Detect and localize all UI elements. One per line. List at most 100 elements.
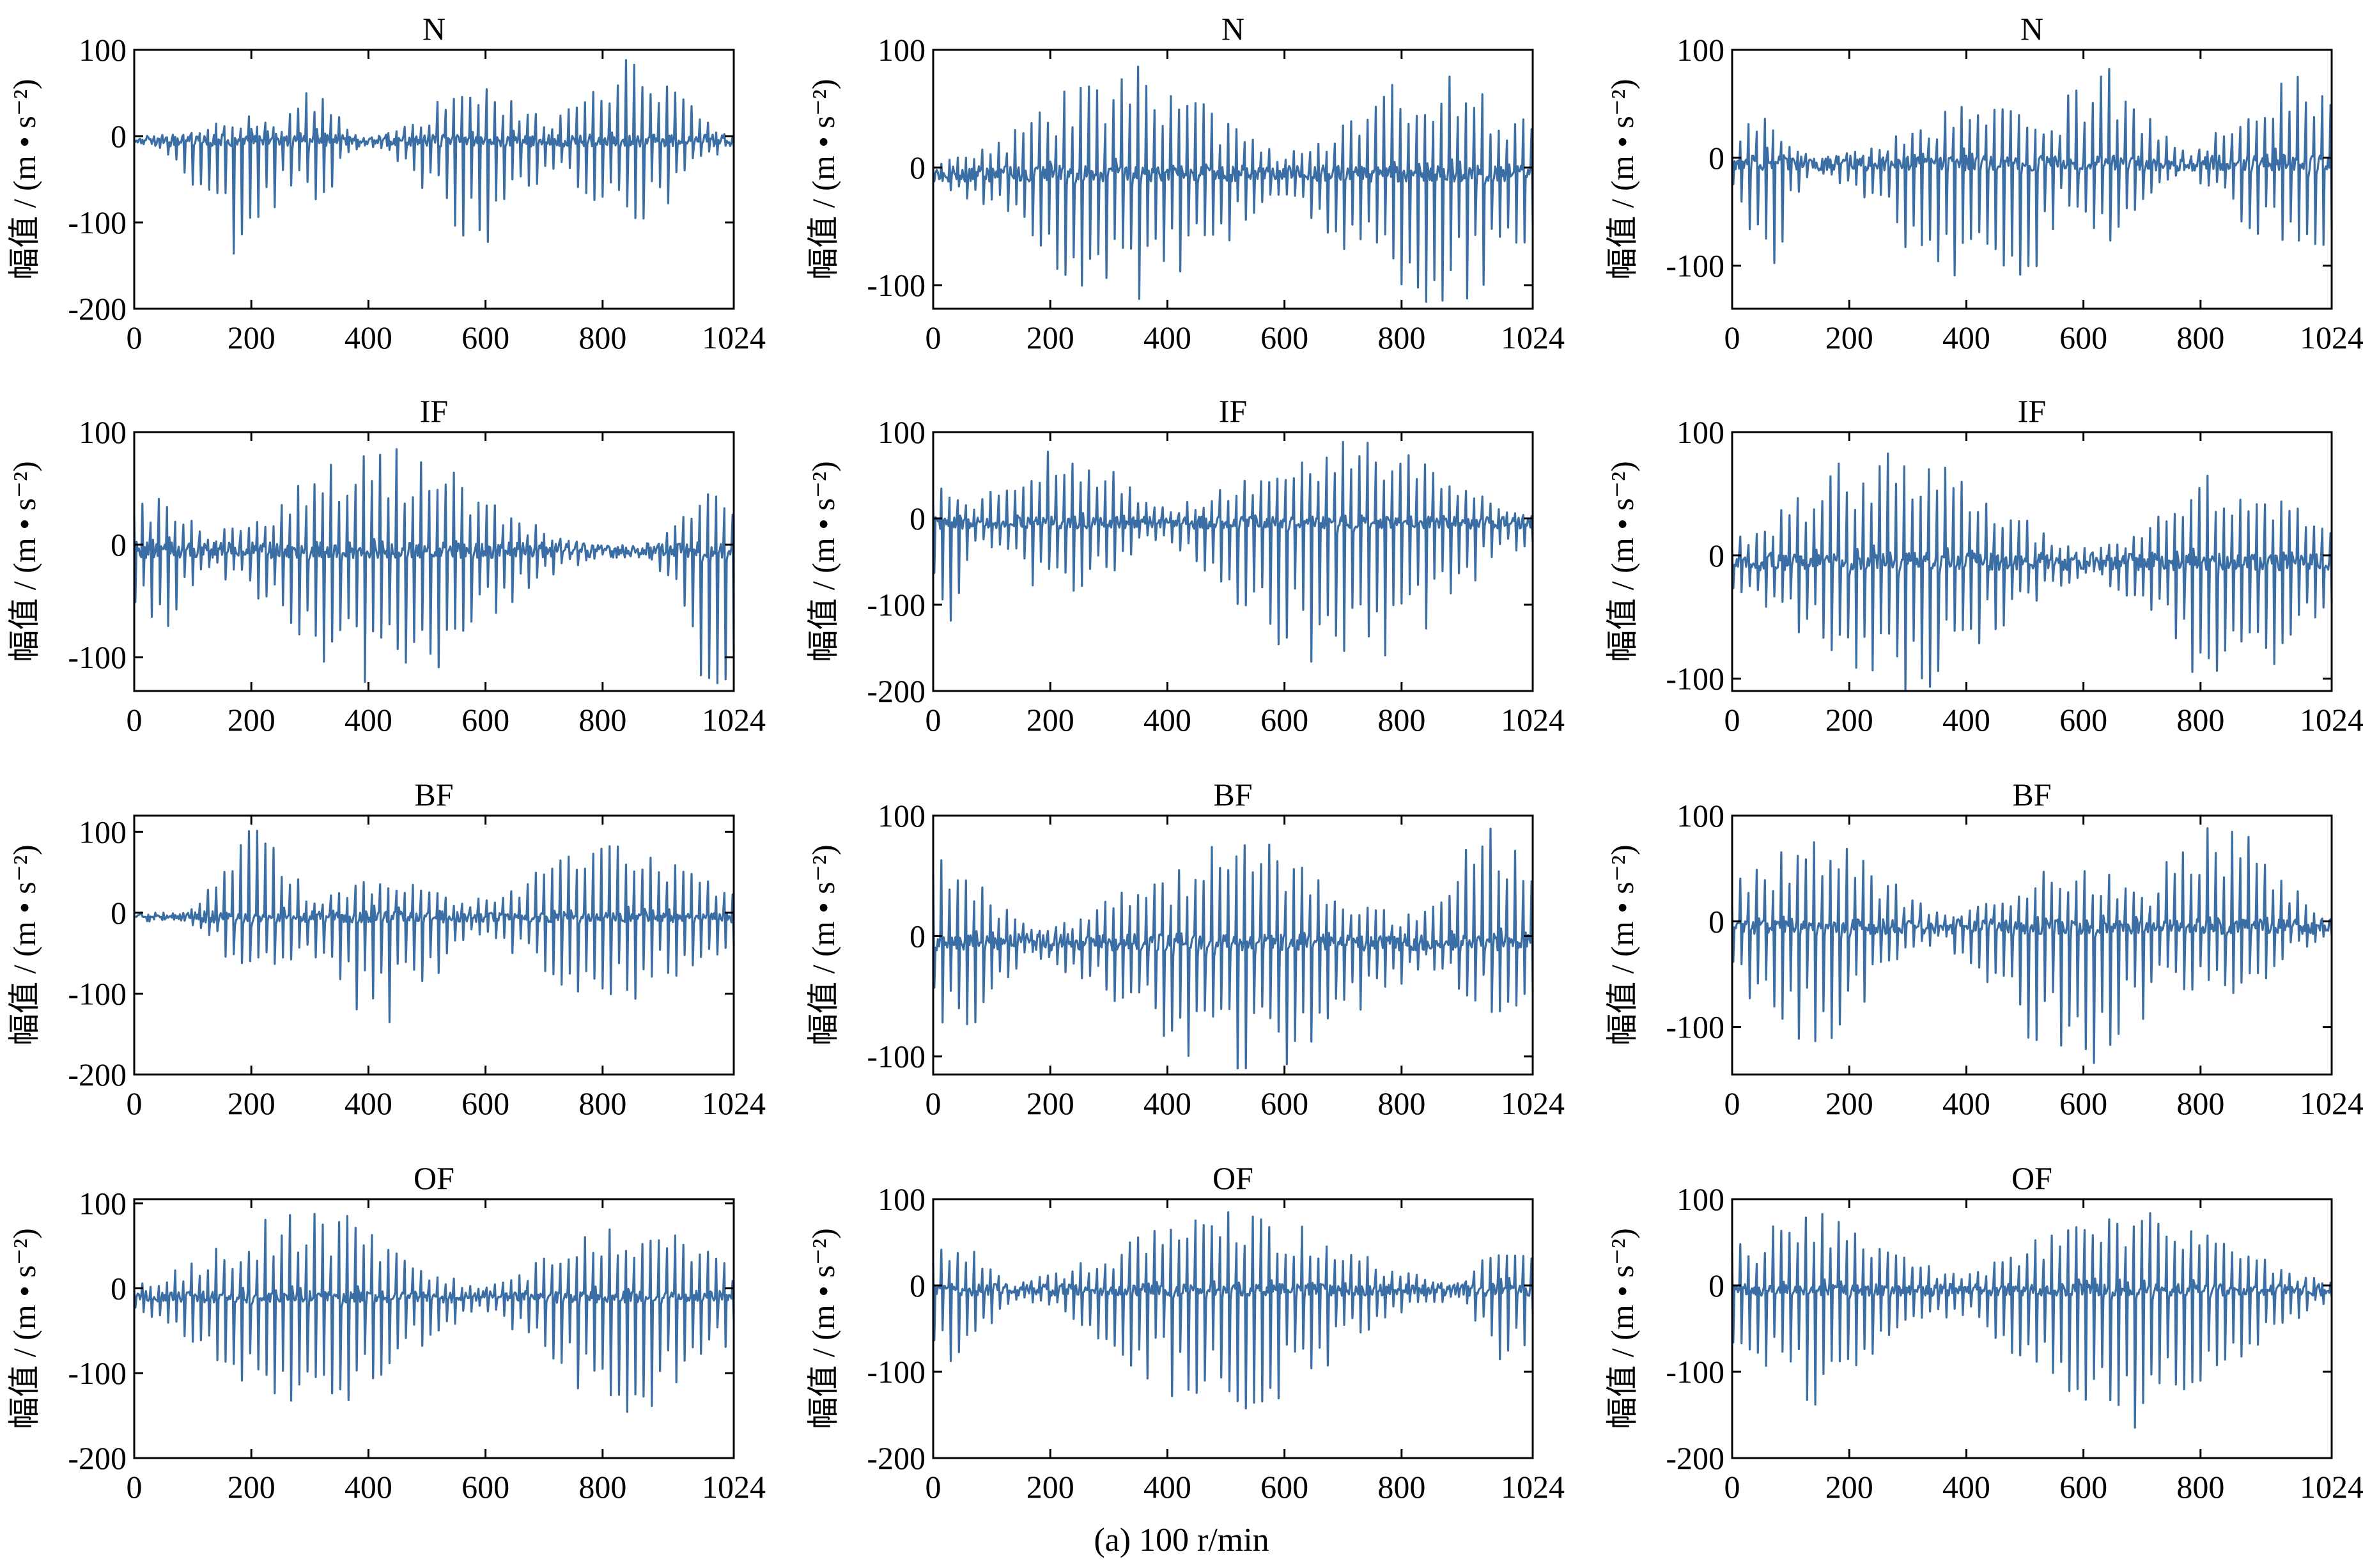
x-tick-label: 200	[1027, 1469, 1074, 1505]
x-tick-label: 400	[1143, 1469, 1191, 1505]
plot-frame	[932, 431, 1534, 692]
x-tick-label: 200	[228, 702, 275, 738]
y-tick-label: -100	[68, 639, 127, 675]
y-axis-label: 幅值 / (m • s⁻²)	[1604, 844, 1640, 1045]
x-tick-label: 600	[461, 1085, 509, 1121]
plot-frame	[932, 1198, 1534, 1459]
panel-10: OF 幅值 / (m • s⁻²) 0 200 400 600 800 1024 100 0 -10…	[6, 1160, 766, 1505]
x-tick-label: 400	[345, 320, 392, 355]
panel-title: BF	[2012, 777, 2051, 812]
x-tick-label: 0	[1724, 1085, 1740, 1121]
x-tick-label: 600	[1260, 1469, 1308, 1505]
x-tick-label: 1024	[2300, 320, 2363, 355]
x-tick-label: 0	[127, 1469, 143, 1505]
x-tick-label: 800	[2176, 320, 2224, 355]
x-tick-label: 600	[2059, 702, 2107, 738]
y-tick-label: 100	[878, 32, 926, 68]
panel-title: IF	[2018, 393, 2046, 429]
y-tick-label: 0	[111, 527, 127, 563]
signal-trace	[133, 1213, 735, 1413]
y-tick-label: 100	[79, 1186, 127, 1222]
x-tick-label: 800	[578, 1469, 626, 1505]
x-tick-label: 800	[2176, 1469, 2224, 1505]
plot-frame	[133, 814, 735, 1076]
x-tick-label: 800	[1377, 1469, 1425, 1505]
y-tick-label: 100	[79, 414, 127, 450]
y-tick-label: -200	[68, 1057, 127, 1092]
panel-11: OF 幅值 / (m • s⁻²) 0 200 400 600 800 1024 100 0 -10…	[805, 1160, 1565, 1505]
x-tick-label: 400	[1143, 320, 1191, 355]
plot-frame	[932, 49, 1534, 310]
y-tick-label: 0	[910, 501, 926, 536]
signal-trace	[1731, 1212, 2333, 1429]
x-tick-label: 800	[578, 320, 626, 355]
x-tick-label: 0	[926, 702, 941, 738]
panel-3: N 幅值 / (m • s⁻²) 0 200 400 600 800 1024 100 0 -100	[1604, 11, 2363, 355]
x-tick-label: 200	[1027, 1085, 1074, 1121]
x-tick-label: 800	[1377, 320, 1425, 355]
signal-trace	[932, 1211, 1534, 1409]
x-tick-label: 200	[228, 1085, 275, 1121]
y-tick-label: 0	[910, 150, 926, 185]
x-tick-label: 1024	[1501, 1085, 1565, 1121]
y-axis-label: 幅值 / (m • s⁻²)	[6, 79, 42, 279]
signal-trace	[1731, 68, 2333, 277]
panel-12: OF 幅值 / (m • s⁻²) 0 200 400 600 800 1024 100 0 -10…	[1604, 1160, 2363, 1505]
x-tick-label: 1024	[702, 1085, 766, 1121]
panel-7: BF 幅值 / (m • s⁻²) 0 200 400 600 800 1024 100 0 -10…	[6, 777, 766, 1121]
y-axis-label: 幅值 / (m • s⁻²)	[6, 1228, 42, 1429]
y-axis-label: 幅值 / (m • s⁻²)	[805, 844, 841, 1045]
x-tick-label: 0	[1724, 320, 1740, 355]
x-tick-label: 800	[2176, 702, 2224, 738]
panel-title: OF	[414, 1160, 454, 1196]
y-tick-label: -100	[867, 1354, 926, 1390]
x-tick-label: 1024	[1501, 1469, 1565, 1505]
plot-frame	[1731, 1198, 2333, 1459]
x-tick-label: 400	[1942, 1085, 1990, 1121]
x-tick-label: 600	[1260, 1085, 1308, 1121]
panel-5: IF 幅值 / (m • s⁻²) 0 200 400 600 800 1024 100 0 -10…	[805, 393, 1565, 738]
y-tick-label: 0	[111, 118, 127, 154]
x-tick-label: 200	[1027, 702, 1074, 738]
y-tick-label: -100	[1666, 1354, 1724, 1390]
y-tick-label: -200	[867, 673, 926, 709]
x-tick-label: 1024	[2300, 1085, 2363, 1121]
x-tick-label: 200	[1825, 702, 1873, 738]
panel-title: BF	[414, 777, 453, 812]
signal-trace	[134, 830, 735, 1023]
panel-title: BF	[1213, 777, 1252, 812]
y-tick-label: -100	[867, 267, 926, 303]
y-tick-label: -100	[867, 587, 926, 623]
y-axis-label: 幅值 / (m • s⁻²)	[1604, 79, 1640, 279]
x-tick-label: 0	[926, 320, 941, 355]
x-tick-label: 1024	[1501, 702, 1565, 738]
y-tick-label: 100	[878, 798, 926, 834]
y-axis-label: 幅值 / (m • s⁻²)	[6, 461, 42, 662]
figure-caption: (a) 100 r/min	[1094, 1522, 1269, 1558]
y-axis-label: 幅值 / (m • s⁻²)	[6, 844, 42, 1045]
x-tick-label: 1024	[2300, 1469, 2363, 1505]
y-tick-label: -100	[68, 975, 127, 1011]
x-tick-label: 400	[1143, 702, 1191, 738]
signal-trace	[932, 440, 1534, 663]
panel-1: N 幅值 / (m • s⁻²) 0 200 400 600 800 1024 100 0 -100…	[6, 11, 766, 355]
x-tick-label: 800	[578, 702, 626, 738]
x-tick-label: 0	[127, 702, 143, 738]
x-tick-label: 400	[1942, 702, 1990, 738]
panel-title: N	[1221, 11, 1244, 47]
y-tick-label: -100	[1666, 661, 1724, 697]
x-tick-label: 400	[345, 702, 392, 738]
y-tick-label: 0	[111, 1270, 127, 1306]
y-tick-label: 0	[111, 895, 127, 931]
x-tick-label: 1024	[2300, 702, 2363, 738]
x-tick-label: 1024	[702, 1469, 766, 1505]
x-tick-label: 600	[1260, 320, 1308, 355]
y-axis-label: 幅值 / (m • s⁻²)	[805, 461, 841, 662]
y-tick-label: 100	[878, 1181, 926, 1217]
plot-frame	[1731, 814, 2333, 1076]
y-tick-label: 100	[1677, 1181, 1724, 1217]
y-axis-label: 幅值 / (m • s⁻²)	[1604, 461, 1640, 662]
signal-trace	[932, 65, 1534, 303]
